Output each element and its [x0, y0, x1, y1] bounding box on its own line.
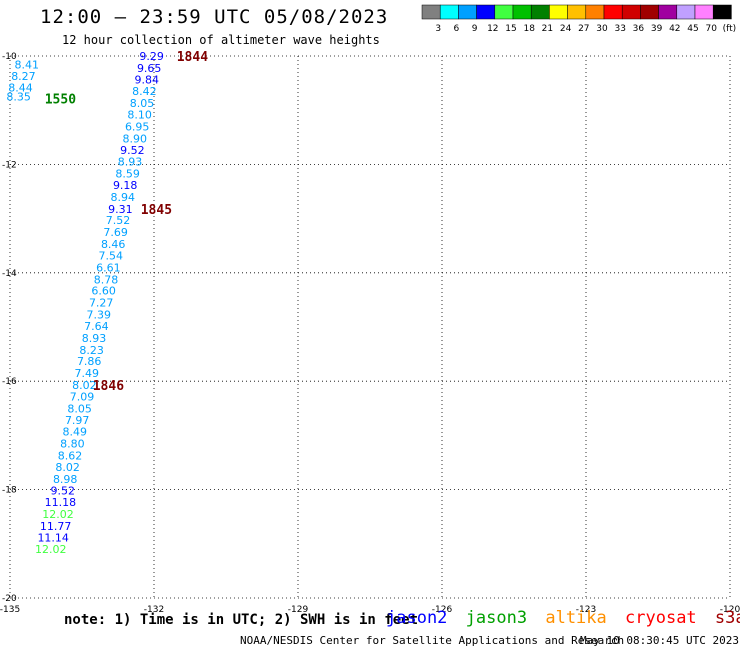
scale-label: 9: [472, 24, 478, 34]
wave-height-value: 9.31: [108, 203, 133, 216]
wave-height-value: 8.23: [79, 344, 104, 357]
generated-timestamp: May 10 08:30:45 UTC 2023: [580, 634, 739, 647]
wave-height-value: 8.44: [8, 81, 33, 94]
y-tick-label: -10: [2, 52, 17, 62]
chart-title: 12:00 – 23:59 UTC 05/08/2023: [40, 6, 389, 28]
scale-label: (ft): [723, 24, 737, 34]
scale-label: 39: [651, 24, 663, 34]
wave-height-value: 8.78: [94, 273, 119, 286]
wave-height-value: 11.14: [37, 531, 69, 544]
y-tick-label: -18: [2, 486, 17, 496]
color-scale-legend: 3 6 9 12 15 18 21 24 27 30 33 36 39 42 45 70 (ft): [421, 4, 737, 34]
wave-height-value: 7.86: [77, 355, 102, 368]
chart-subtitle: 12 hour collection of altimeter wave hei…: [62, 33, 380, 47]
scale-label: 21: [542, 24, 553, 34]
scale-label: 27: [578, 24, 589, 34]
scale-label: 12: [487, 24, 498, 34]
credit-line: NOAA/NESDIS Center for Satellite Applica…: [240, 634, 625, 647]
wave-height-value: 6.60: [91, 285, 116, 298]
scale-label: 36: [633, 24, 645, 34]
wave-height-value: 7.39: [87, 309, 112, 322]
wave-height-value: 12.02: [42, 508, 74, 521]
scale-label: 6: [454, 24, 460, 34]
wave-height-value: 6.61: [96, 261, 121, 274]
wave-height-value: 8.10: [127, 109, 152, 122]
scale-label: 15: [505, 24, 516, 34]
wave-height-value: 8.02: [55, 461, 80, 474]
wave-height-value: 9.29: [139, 50, 164, 63]
wave-height-value: 8.49: [63, 426, 88, 439]
sat-jason2: jason2: [386, 608, 448, 628]
wave-height-value: 8.62: [58, 449, 83, 462]
x-tick-label: -135: [0, 605, 20, 615]
wave-height-value: 8.02: [72, 379, 97, 392]
time-label: 1846: [93, 379, 124, 394]
wave-height-value: 8.05: [130, 97, 155, 110]
y-tick-label: -14: [2, 269, 17, 279]
sat-cryosat: cryosat: [625, 608, 697, 628]
time-label: 1844: [177, 50, 208, 65]
wave-height-value: 12.02: [35, 543, 67, 556]
wave-height-value: 8.46: [101, 238, 126, 251]
wave-height-value: 7.97: [65, 414, 90, 427]
wave-height-value: 7.64: [84, 320, 109, 333]
y-tick-label: -16: [2, 377, 17, 387]
wave-height-value: 8.98: [53, 473, 78, 486]
footer-note: note: 1) Time is in UTC; 2) SWH is in fe…: [64, 612, 419, 628]
y-tick-label: -12: [2, 160, 17, 170]
scale-label: 18: [523, 24, 535, 34]
time-label: 1550: [45, 92, 76, 107]
wave-height-value: 8.90: [123, 132, 148, 145]
wave-height-value: 8.59: [115, 168, 140, 181]
x-tick-label: -120: [720, 605, 740, 615]
scale-label: 33: [614, 24, 625, 34]
wave-height-value: 7.69: [103, 226, 128, 239]
wave-height-value: 11.77: [40, 520, 72, 533]
x-tick-label: -132: [144, 605, 164, 615]
sat-jason3: jason3: [465, 608, 528, 628]
scale-label: 70: [705, 24, 717, 34]
wave-height-value: 7.54: [99, 249, 124, 262]
wave-height-value: 7.49: [75, 367, 100, 380]
wave-height-value: 8.35: [6, 91, 31, 104]
scale-label: 3: [435, 24, 441, 34]
wave-height-value: 8.42: [132, 85, 157, 98]
scale-label: 45: [687, 24, 698, 34]
wave-height-value: 9.84: [135, 73, 160, 86]
x-tick-label: -126: [432, 605, 453, 615]
wave-height-value: 9.18: [113, 179, 138, 192]
wave-height-value: 8.41: [15, 59, 40, 72]
scale-swatch: [712, 4, 732, 20]
scale-label: 30: [596, 24, 608, 34]
x-tick-label: -123: [576, 605, 596, 615]
satellite-legend: jason2 jason3 altika cryosat s3a: [386, 608, 740, 628]
wave-height-value: 7.52: [106, 214, 131, 227]
time-label: 1845: [141, 203, 172, 218]
wave-height-value: 6.95: [125, 120, 150, 133]
wave-height-value: 8.93: [118, 156, 143, 169]
wave-height-value: 11.18: [45, 496, 77, 509]
wave-height-value: 9.52: [120, 144, 145, 157]
wave-height-value: 8.93: [82, 332, 107, 345]
y-tick-label: -20: [2, 594, 17, 604]
wave-height-value: 8.05: [67, 402, 92, 415]
sat-s3a: s3a: [714, 608, 740, 628]
wave-height-value: 8.27: [11, 70, 36, 83]
wave-height-value: 8.80: [60, 438, 85, 451]
scale-label: 24: [560, 24, 572, 34]
wave-height-value: 8.94: [111, 191, 136, 204]
wave-height-value: 7.09: [70, 390, 95, 403]
scale-label: 42: [669, 24, 680, 34]
wave-height-value: 7.27: [89, 297, 114, 310]
wave-height-value: 9.65: [137, 62, 162, 75]
sat-altika: altika: [545, 608, 607, 628]
x-tick-label: -129: [288, 605, 309, 615]
wave-height-value: 9.52: [51, 485, 76, 498]
